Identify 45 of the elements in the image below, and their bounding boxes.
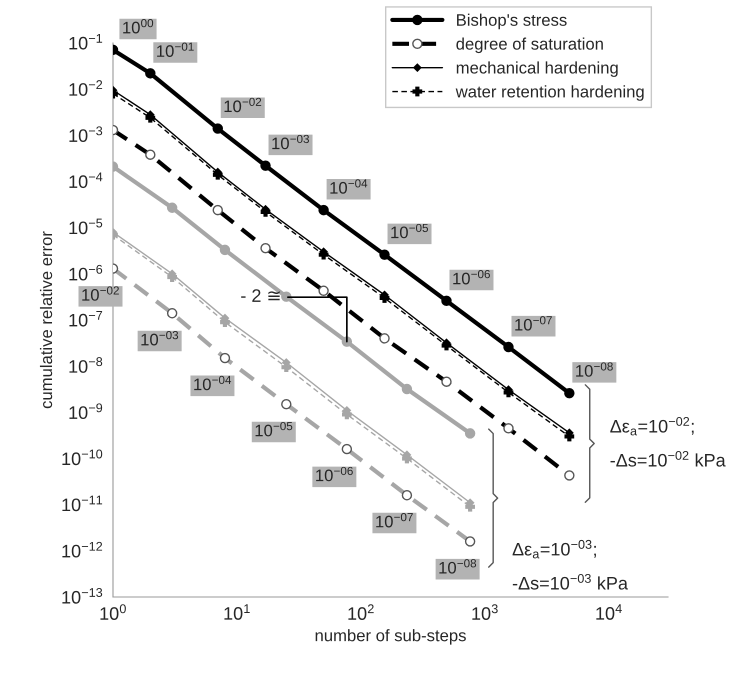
y-tick-label: 10$^{−1}$ xyxy=(69,34,102,50)
annotation: 10$^{−05}$ xyxy=(256,422,292,436)
x-tick-label: 10$^{2}$ xyxy=(348,604,374,620)
annotation: 10$^{−07}$ xyxy=(376,512,413,528)
annotation: -Δs=10$^{−03}$ kPa xyxy=(512,574,628,590)
y-tick-label: 10$^{−12}$ xyxy=(62,542,102,558)
annotation: 10$^{−06}$ xyxy=(453,270,490,284)
annotation: 10$^{−06}$ xyxy=(316,466,353,482)
y-tick-label: 10$^{−5}$ xyxy=(69,218,102,234)
annotation: 10$^{−02}$ xyxy=(224,98,262,112)
y-tick-label: 10$^{−13}$ xyxy=(62,588,102,604)
y-tick-label: 10$^{−11}$ xyxy=(62,496,102,512)
x-tick-label: 10$^{1}$ xyxy=(224,604,250,620)
y-tick-label: 10$^{−3}$ xyxy=(69,126,102,142)
legend-label: degree of saturation xyxy=(456,38,603,54)
annotation: 10$^{−01}$ xyxy=(157,42,194,57)
x-tick-label: 10$^{4}$ xyxy=(596,604,622,620)
annotation: 10$^{00}$ xyxy=(123,19,154,34)
x-tick-label: 10$^{3}$ xyxy=(472,604,498,620)
x-axis-title: number of sub-steps xyxy=(316,629,466,645)
annotation: 10$^{−05}$ xyxy=(391,224,428,238)
annotation: -Δs=10$^{−02}$ kPa xyxy=(610,450,726,467)
x-tick-label: 10$^{0}$ xyxy=(100,604,126,620)
y-tick-label: 10$^{−4}$ xyxy=(69,172,102,188)
legend-label: water retention hardening xyxy=(456,85,644,101)
y-tick-label: 10$^{−6}$ xyxy=(69,264,102,281)
annotation: Δε$_{a}$=10$^{−02}$; xyxy=(610,416,694,436)
annotation: 10$^{−03}$ xyxy=(141,331,178,346)
legend-label: mechanical hardening xyxy=(456,61,618,77)
annotation: 10$^{−02}$ xyxy=(82,286,119,301)
y-tick-label: 10$^{−10}$ xyxy=(62,450,102,466)
annotation: 10$^{−07}$ xyxy=(515,316,552,331)
annotation: 10$^{−04}$ xyxy=(194,376,232,390)
annotation: 10$^{−03}$ xyxy=(272,134,309,150)
annotation: 10$^{−04}$ xyxy=(330,179,368,194)
y-tick-label: 10$^{−2}$ xyxy=(69,80,102,96)
annotation: - 2 ≅ xyxy=(241,289,280,302)
y-tick-label: 10$^{−7}$ xyxy=(69,311,102,327)
annotation: Δε$_{a}$=10$^{−03}$; xyxy=(512,540,596,558)
legend-label: Bishop's stress xyxy=(457,14,567,30)
annotation: 10$^{−08}$ xyxy=(439,559,476,574)
y-tick-label: 10$^{−8}$ xyxy=(69,357,102,373)
y-axis-title: cumulative relative error xyxy=(40,231,52,408)
annotation: 10$^{−08}$ xyxy=(576,362,613,377)
y-tick-label: 10$^{−9}$ xyxy=(69,403,102,420)
